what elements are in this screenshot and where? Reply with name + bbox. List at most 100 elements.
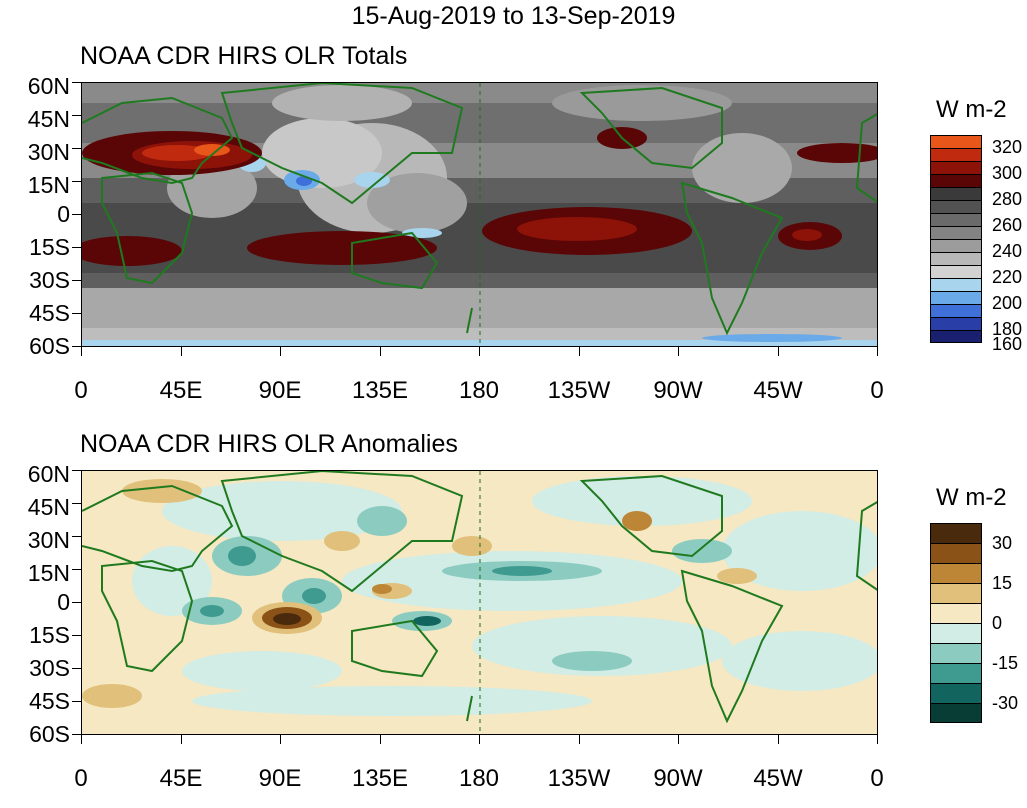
colorbar-swatch: [930, 291, 982, 304]
axis-tick: [72, 115, 81, 116]
olr-anomalies-map[interactable]: [81, 470, 878, 735]
axis-tick: [778, 735, 779, 744]
colorbar-swatch: [930, 304, 982, 317]
colorbar-swatch: [930, 278, 982, 291]
colorbar-label: 320: [992, 137, 1023, 157]
colorbar-swatch: [930, 239, 982, 252]
axis-tick: [72, 247, 81, 248]
colorbar-swatch: [930, 213, 982, 226]
colorbar-swatch: [930, 148, 982, 161]
axis-tick: [72, 503, 81, 504]
lat-label: 15S: [29, 622, 70, 648]
axis-tick: [72, 635, 81, 636]
colorbar-swatch: [930, 161, 982, 174]
colorbar-swatch: [930, 174, 982, 187]
lat-label: 0: [57, 201, 70, 227]
axis-tick: [72, 181, 81, 182]
colorbar-label: 30: [992, 533, 1013, 553]
colorbar-swatch: [930, 663, 982, 683]
panel-title-anomalies: NOAA CDR HIRS OLR Anomalies: [80, 430, 458, 458]
axis-tick: [72, 346, 81, 347]
lat-label: 45S: [29, 688, 70, 714]
colorbar-swatch: [930, 683, 982, 703]
axis-tick: [778, 347, 779, 356]
axis-tick: [72, 734, 81, 735]
colorbar-label: 0: [992, 613, 1003, 633]
lat-label: 60S: [29, 721, 70, 747]
axis-tick: [280, 347, 281, 356]
axis-tick: [72, 214, 81, 215]
axis-tick: [579, 347, 580, 356]
axis-tick: [72, 602, 81, 603]
lat-label: 45S: [29, 300, 70, 326]
axis-tick: [72, 668, 81, 669]
colorbar-label: 240: [992, 241, 1023, 261]
lon-label: 90E: [258, 765, 302, 792]
lon-label: 45E: [159, 765, 203, 792]
lat-label: 15S: [29, 234, 70, 260]
axis-tick: [380, 347, 381, 356]
lat-label: 60N: [27, 73, 70, 99]
colorbar-swatch: [930, 200, 982, 213]
axis-tick: [678, 347, 679, 356]
axis-tick: [72, 701, 81, 702]
colorbar-swatch: [930, 543, 982, 563]
colorbar-swatch: [930, 523, 982, 543]
lon-label: 135W: [547, 377, 611, 404]
lon-label: 135W: [547, 765, 611, 792]
colorbar-label: 280: [992, 189, 1023, 209]
axis-tick: [579, 735, 580, 744]
axis-tick: [678, 735, 679, 744]
axis-tick: [380, 735, 381, 744]
colorbar-swatch: [930, 135, 982, 148]
axis-tick: [181, 735, 182, 744]
colorbar-swatch: [930, 643, 982, 663]
olr-totals-panel: NOAA CDR HIRS OLR Totals: [0, 40, 1027, 420]
colorbar-label: 15: [992, 573, 1013, 593]
colorbar-label: 180: [992, 319, 1023, 339]
colorbar-swatch: [930, 603, 982, 623]
axis-tick: [72, 280, 81, 281]
lat-label: 45N: [27, 494, 70, 520]
colorbar-swatch: [930, 330, 982, 343]
lon-label: 90W: [653, 377, 703, 404]
axis-tick: [81, 735, 82, 744]
lon-label: 135E: [351, 765, 409, 792]
lat-label: 30N: [27, 139, 70, 165]
colorbar-swatch: [930, 252, 982, 265]
colorbar-label: 260: [992, 215, 1023, 235]
colorbar-swatch: [930, 187, 982, 200]
colorbar-label: 200: [992, 293, 1023, 313]
colorbar-swatch: [930, 226, 982, 239]
lat-label: 45N: [27, 106, 70, 132]
lon-label: 0: [870, 765, 884, 792]
colorbar-label: 220: [992, 267, 1023, 287]
colorbar-title: W m-2: [936, 96, 1007, 123]
colorbar-swatch: [930, 317, 982, 330]
axis-tick: [72, 536, 81, 537]
axis-tick: [72, 148, 81, 149]
axis-tick: [877, 347, 878, 356]
lat-label: 60N: [27, 461, 70, 487]
colorbar-swatch: [930, 583, 982, 603]
axis-tick: [72, 470, 81, 471]
axis-tick: [280, 735, 281, 744]
lat-label: 0: [57, 589, 70, 615]
colorbar-swatch: [930, 703, 982, 723]
axis-tick: [877, 735, 878, 744]
axis-tick: [72, 569, 81, 570]
axis-tick: [479, 347, 480, 356]
colorbar-label: -15: [992, 653, 1019, 673]
olr-anomalies-panel: NOAA CDR HIRS OLR Anomalies: [0, 428, 1027, 808]
lat-label: 15N: [27, 172, 70, 198]
axis-tick: [181, 347, 182, 356]
colorbar-label: 300: [992, 163, 1023, 183]
axis-tick: [72, 82, 81, 83]
olr-totals-map[interactable]: [81, 82, 878, 347]
colorbar-label: -30: [992, 693, 1019, 713]
lon-label: 90E: [258, 377, 302, 404]
colorbar-title: W m-2: [936, 484, 1007, 511]
lon-label: 0: [74, 765, 88, 792]
axis-tick: [81, 347, 82, 356]
lat-label: 30N: [27, 527, 70, 553]
